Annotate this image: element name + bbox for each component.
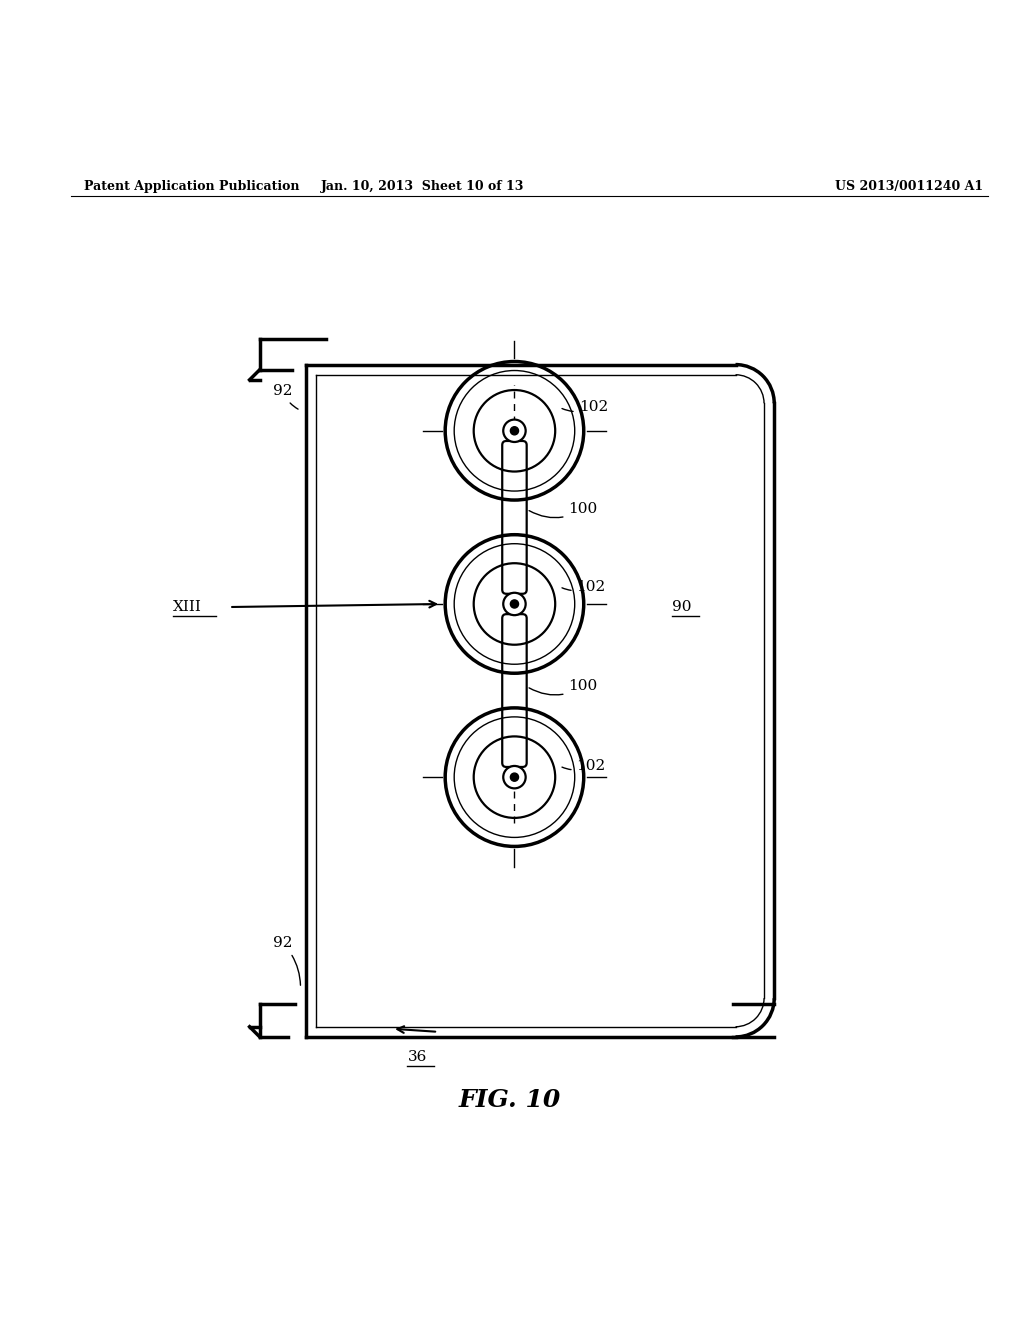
Text: 100: 100: [529, 502, 598, 517]
Text: US 2013/0011240 A1: US 2013/0011240 A1: [836, 180, 983, 193]
Text: 90: 90: [673, 601, 692, 614]
Text: Jan. 10, 2013  Sheet 10 of 13: Jan. 10, 2013 Sheet 10 of 13: [322, 180, 524, 193]
Text: 100: 100: [529, 680, 598, 694]
Circle shape: [510, 774, 518, 781]
Circle shape: [503, 593, 525, 615]
Circle shape: [510, 599, 518, 609]
FancyBboxPatch shape: [502, 441, 526, 594]
Text: FIG. 10: FIG. 10: [458, 1088, 560, 1111]
Circle shape: [510, 426, 518, 434]
Circle shape: [503, 420, 525, 442]
FancyBboxPatch shape: [502, 614, 526, 767]
Text: 102: 102: [562, 759, 606, 774]
Text: 36: 36: [408, 1051, 427, 1064]
Text: 102: 102: [562, 400, 608, 414]
Text: 92: 92: [273, 936, 300, 985]
Text: XIII: XIII: [173, 601, 202, 614]
Text: Patent Application Publication: Patent Application Publication: [84, 180, 299, 193]
Circle shape: [503, 766, 525, 788]
Text: 92: 92: [273, 384, 298, 409]
Text: 102: 102: [562, 579, 606, 594]
